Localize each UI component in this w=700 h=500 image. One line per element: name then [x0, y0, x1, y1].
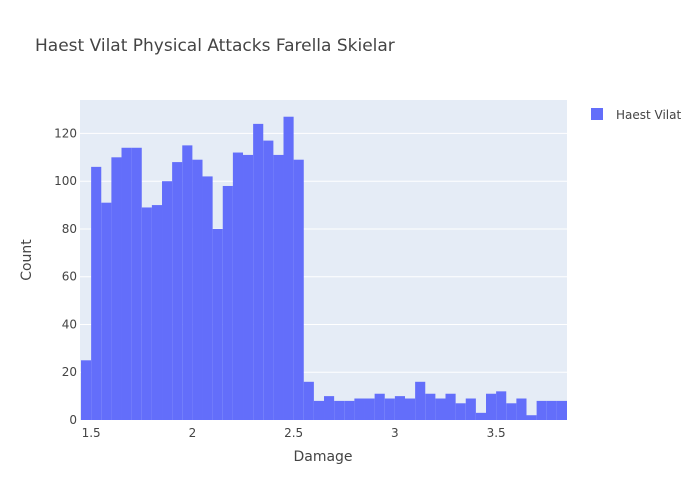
histogram-bar[interactable] — [526, 415, 537, 420]
histogram-bar[interactable] — [384, 398, 395, 420]
histogram-bar[interactable] — [374, 393, 385, 420]
legend-label[interactable]: Haest Vilat — [616, 108, 681, 122]
histogram-bar[interactable] — [496, 391, 507, 420]
histogram-bar[interactable] — [162, 181, 173, 420]
histogram-bar[interactable] — [506, 403, 517, 420]
y-tick-label: 100 — [54, 174, 77, 188]
histogram-bar[interactable] — [415, 381, 426, 420]
histogram-bar[interactable] — [182, 145, 193, 420]
bars — [81, 116, 567, 421]
histogram-bar[interactable] — [232, 152, 244, 421]
histogram-bar[interactable] — [212, 228, 223, 420]
y-tick-label: 40 — [62, 317, 77, 331]
histogram-bar[interactable] — [455, 403, 466, 420]
histogram-bar[interactable] — [324, 396, 335, 420]
histogram-bar[interactable] — [445, 393, 456, 420]
histogram-bar[interactable] — [172, 162, 183, 421]
histogram-bar[interactable] — [334, 400, 345, 420]
x-axis-ticks: 1.5 2 2.5 3 3.5 — [82, 426, 506, 440]
y-tick-label: 0 — [69, 413, 77, 427]
histogram-bar[interactable] — [516, 398, 527, 420]
histogram-bar[interactable] — [273, 154, 284, 421]
histogram-bar[interactable] — [91, 166, 102, 420]
histogram-bar[interactable] — [344, 400, 355, 420]
chart-title: Haest Vilat Physical Attacks Farella Ski… — [35, 36, 395, 56]
histogram-bar[interactable] — [222, 185, 233, 420]
histogram-bar[interactable] — [475, 412, 487, 420]
histogram-bar[interactable] — [486, 393, 497, 420]
histogram-bar[interactable] — [81, 360, 92, 420]
y-axis-ticks: 0 20 40 60 80 100 120 — [54, 126, 77, 427]
legend-swatch[interactable] — [591, 108, 603, 120]
histogram-bar[interactable] — [141, 207, 152, 420]
x-tick-label: 2.5 — [284, 426, 303, 440]
histogram-bar[interactable] — [354, 398, 365, 420]
y-tick-label: 120 — [54, 126, 77, 140]
y-tick-label: 80 — [62, 222, 77, 236]
histogram-bar[interactable] — [283, 116, 294, 420]
histogram-bar[interactable] — [435, 398, 446, 420]
histogram-bar[interactable] — [101, 202, 112, 420]
y-tick-label: 20 — [62, 365, 77, 379]
histogram-bar[interactable] — [243, 154, 254, 421]
histogram-bar[interactable] — [425, 393, 436, 420]
x-tick-label: 1.5 — [82, 426, 101, 440]
histogram-bar[interactable] — [202, 176, 213, 420]
histogram-bar[interactable] — [364, 398, 375, 420]
histogram-bar[interactable] — [151, 205, 163, 420]
histogram-bar[interactable] — [546, 400, 557, 420]
histogram-bar[interactable] — [263, 140, 274, 420]
histogram-bar[interactable] — [556, 400, 567, 420]
x-tick-label: 2 — [189, 426, 197, 440]
legend[interactable]: Haest Vilat — [591, 108, 681, 122]
histogram-bar[interactable] — [465, 398, 476, 420]
x-axis-title: Damage — [293, 449, 352, 465]
histogram-bar[interactable] — [303, 381, 314, 420]
histogram-bar[interactable] — [313, 400, 325, 420]
x-tick-label: 3 — [391, 426, 399, 440]
x-tick-label: 3.5 — [487, 426, 506, 440]
histogram-bar[interactable] — [293, 159, 304, 421]
histogram-bar[interactable] — [192, 159, 203, 421]
histogram-bar[interactable] — [394, 396, 406, 420]
histogram-bar[interactable] — [536, 400, 547, 420]
histogram-bar[interactable] — [405, 398, 416, 420]
y-tick-label: 60 — [62, 270, 77, 284]
histogram-bar[interactable] — [111, 157, 122, 421]
histogram-bar[interactable] — [131, 147, 142, 420]
histogram-bar[interactable] — [253, 123, 264, 420]
y-axis-title: Count — [19, 239, 35, 281]
histogram-bar[interactable] — [121, 147, 132, 420]
